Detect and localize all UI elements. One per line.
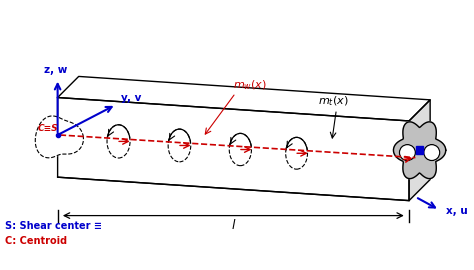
Ellipse shape	[229, 133, 252, 166]
Polygon shape	[393, 122, 446, 179]
Text: y, v: y, v	[121, 93, 141, 103]
Ellipse shape	[168, 129, 191, 162]
Text: l: l	[232, 219, 235, 232]
Text: z, w: z, w	[44, 65, 67, 75]
Polygon shape	[409, 100, 430, 201]
Bar	[416, 147, 423, 154]
Text: $m_w(x)$: $m_w(x)$	[233, 78, 267, 92]
Text: $m_t(x)$: $m_t(x)$	[318, 95, 348, 108]
Polygon shape	[58, 76, 430, 121]
Circle shape	[424, 145, 440, 161]
Ellipse shape	[286, 137, 308, 169]
Text: C≡S: C≡S	[38, 124, 59, 133]
Polygon shape	[35, 116, 83, 158]
Circle shape	[400, 145, 415, 161]
Ellipse shape	[107, 125, 130, 158]
Text: x, u: x, u	[446, 206, 467, 216]
Text: C: Centroid: C: Centroid	[5, 236, 67, 246]
Polygon shape	[58, 97, 409, 201]
Text: S: Shear center ≡: S: Shear center ≡	[5, 221, 102, 231]
